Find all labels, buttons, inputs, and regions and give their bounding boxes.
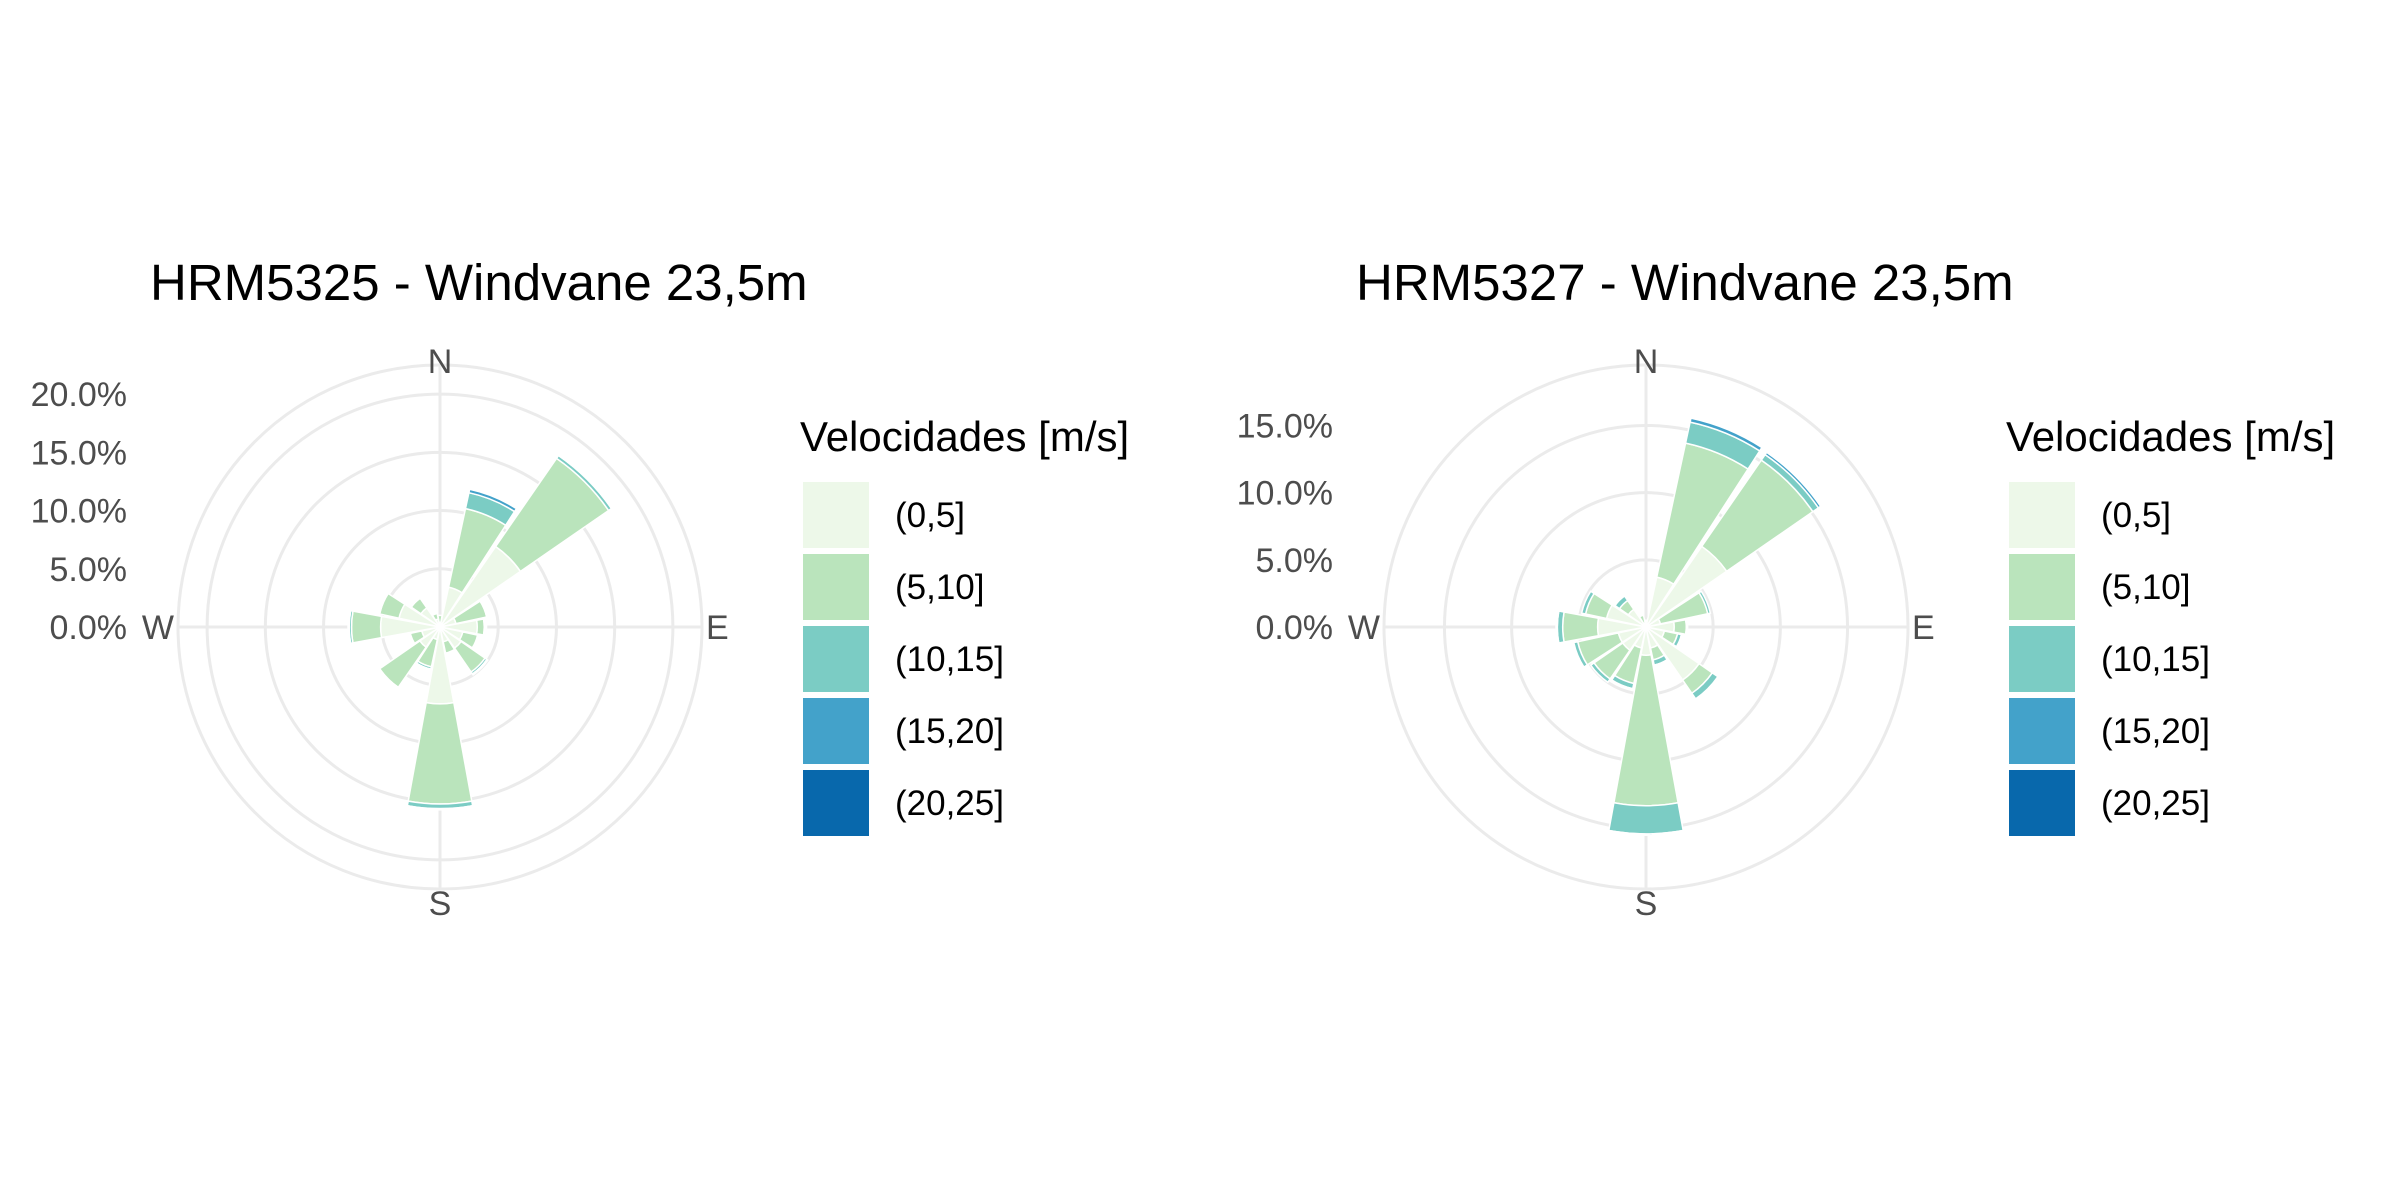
legend-label: (10,15] — [895, 640, 1004, 679]
legend-label: (0,5] — [895, 496, 965, 535]
legend-swatch — [2009, 770, 2075, 836]
wedge-nnw-bin-3 — [1637, 612, 1645, 618]
legend-label: (10,15] — [2101, 640, 2210, 679]
panel-title: HRM5327 - Windvane 23,5m — [1356, 254, 2014, 311]
legend: Velocidades [m/s] (0,5] (5,10] (10,15] (15,… — [2006, 413, 2335, 836]
radial-tick-label: 0.0% — [1256, 609, 1334, 647]
radial-tick-label: 10.0% — [31, 493, 127, 531]
legend-swatch — [803, 770, 869, 836]
legend-items: (0,5] (5,10] (10,15] (15,20] (20,25] — [2009, 482, 2210, 836]
wedge-e-bin-4 — [483, 617, 488, 637]
legend-swatch — [803, 482, 869, 548]
wedge-ne-bin-4 — [557, 453, 614, 510]
compass-labels: N E S W — [1348, 343, 1935, 923]
wedge-s-bin-3 — [1607, 801, 1685, 835]
legend-items: (0,5] (5,10] (10,15] (15,20] (20,25] — [803, 482, 1004, 836]
compass-label-n: N — [1634, 343, 1659, 381]
wedge-nw-bin-3 — [1614, 595, 1629, 610]
radial-tick-label: 5.0% — [50, 551, 128, 589]
wedge-nne-bin-4 — [1689, 417, 1763, 452]
wedge-w-bin-4 — [347, 609, 352, 645]
compass-label-w: W — [142, 609, 174, 647]
legend-swatch — [803, 554, 869, 620]
wedge-wnw-bin-3 — [1580, 590, 1596, 615]
radial-tick-label: 0.0% — [50, 609, 128, 647]
legend-label: (15,20] — [2101, 712, 2210, 751]
wedge-sw-bin-3 — [377, 667, 400, 690]
legend-swatch — [2009, 698, 2075, 764]
wedge-sse-bin-4 — [1653, 658, 1669, 668]
legend-swatch — [2009, 482, 2075, 548]
wedge-nnw-bin-3 — [430, 611, 438, 617]
wedge-ssw-bin-4 — [414, 662, 432, 672]
wedge-e-bin-2 — [1672, 618, 1688, 636]
wedge-w-bin-4 — [1555, 609, 1560, 645]
compass-label-e: E — [706, 609, 729, 647]
legend-title: Velocidades [m/s] — [800, 413, 1129, 460]
wedge-ne-bin-4 — [1764, 451, 1822, 509]
compass-label-s: S — [1635, 885, 1658, 923]
compass-label-s: S — [429, 885, 452, 923]
wedge-se-bin-3 — [1690, 671, 1719, 700]
wedge-e-bin-3 — [1684, 618, 1689, 636]
legend-swatch — [2009, 554, 2075, 620]
wedge-sw-bin-3 — [1589, 661, 1612, 684]
wedge-ese-bin-4 — [1675, 633, 1684, 649]
wedge-s-bin-4 — [406, 804, 474, 811]
wedge-se-bin-4 — [471, 658, 489, 676]
wedge-group — [347, 453, 614, 811]
radial-tick-label: 5.0% — [1256, 542, 1334, 580]
radial-tick-label: 15.0% — [1237, 407, 1333, 445]
polar-grid — [176, 363, 704, 891]
legend-label: (20,25] — [895, 784, 1004, 823]
legend-swatch — [803, 698, 869, 764]
wedge-w-bin-2 — [350, 610, 383, 644]
radial-tick-labels: 0.0% 5.0% 10.0% 15.0% — [1237, 407, 1333, 647]
legend-swatch — [2009, 626, 2075, 692]
radial-tick-label: 20.0% — [31, 376, 127, 414]
wedge-sse-bin-4 — [444, 649, 457, 657]
windrose-panel-hrm5327: HRM5327 - Windvane 23,5m 0.0% 5.0% 10.0% 15… — [1237, 254, 2336, 923]
wedge-nne-bin-4 — [468, 488, 518, 513]
compass-label-w: W — [1348, 609, 1380, 647]
compass-label-e: E — [1912, 609, 1935, 647]
wedge-wsw-bin-3 — [1572, 640, 1589, 669]
radial-tick-label: 10.0% — [1237, 475, 1333, 513]
wedge-wsw-bin-2 — [409, 630, 426, 645]
panel-title: HRM5325 - Windvane 23,5m — [150, 254, 808, 311]
wedge-ene-bin-3 — [1698, 590, 1712, 615]
wedge-wnw-bin-3 — [377, 591, 390, 615]
compass-label-n: N — [428, 343, 453, 381]
wedge-ese-bin-2 — [458, 631, 479, 649]
compass-labels: N E S W — [142, 343, 729, 923]
wedge-s-bin-4 — [1607, 829, 1685, 836]
wedge-ssw-bin-4 — [1609, 679, 1634, 691]
legend-label: (5,10] — [895, 568, 985, 607]
legend: Velocidades [m/s] (0,5] (5,10] (10,15] (15,… — [800, 413, 1129, 836]
wedge-group — [1555, 417, 1822, 836]
legend-label: (15,20] — [895, 712, 1004, 751]
radial-tick-label: 15.0% — [31, 434, 127, 472]
wedge-e-bin-2 — [475, 618, 485, 636]
wedge-s-bin-2 — [407, 701, 473, 805]
wedge-w-bin-2 — [1561, 611, 1600, 643]
legend-swatch — [803, 626, 869, 692]
legend-label: (20,25] — [2101, 784, 2210, 823]
windrose-panel-hrm5325: HRM5325 - Windvane 23,5m 0.0% 5.0% 10.0% 15… — [31, 254, 1130, 923]
wedge-ene-bin-4 — [480, 598, 490, 618]
legend-label: (5,10] — [2101, 568, 2191, 607]
radial-tick-labels: 0.0% 5.0% 10.0% 15.0% 20.0% — [31, 376, 127, 647]
legend-title: Velocidades [m/s] — [2006, 413, 2335, 460]
wedge-nw-bin-3 — [409, 596, 422, 609]
legend-label: (0,5] — [2101, 496, 2171, 535]
